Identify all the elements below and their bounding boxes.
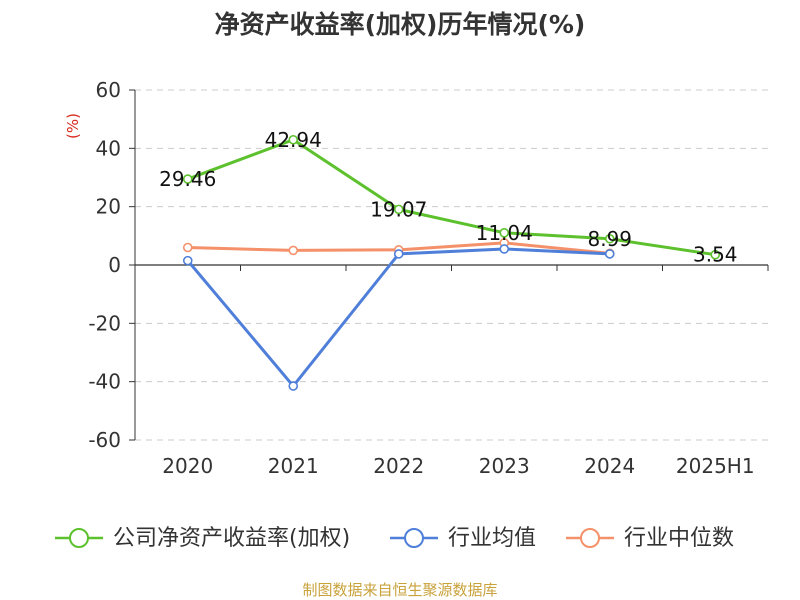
y-tick-label: 40 xyxy=(96,136,121,160)
y-axis-ticks: 60 40 20 0 -20 -40 -60 xyxy=(88,78,121,452)
y-tick-label: -60 xyxy=(88,428,121,452)
data-point xyxy=(604,233,615,244)
data-point xyxy=(393,249,404,259)
legend-marker xyxy=(404,528,424,548)
x-axis-ticks: 2020 2021 2022 2023 2024 2025H1 xyxy=(162,454,754,478)
data-label: 29.46 xyxy=(159,167,216,191)
data-point xyxy=(288,245,299,256)
data-point xyxy=(393,204,404,215)
data-label: 3.54 xyxy=(693,243,738,267)
source-note: 制图数据来自恒生聚源数据库 xyxy=(302,581,497,599)
series-layer xyxy=(182,134,721,391)
y-tick-label: 0 xyxy=(108,253,121,277)
data-point xyxy=(288,134,299,145)
y-tick-label: 20 xyxy=(96,195,121,219)
y-tick-label: 60 xyxy=(96,78,121,102)
data-point xyxy=(604,249,615,259)
legend-label: 公司净资产收益率(加权) xyxy=(113,526,350,551)
x-tick-label: 2022 xyxy=(373,454,424,478)
data-label: 11.04 xyxy=(476,221,533,245)
legend-marker xyxy=(580,528,600,548)
series-line xyxy=(186,247,610,388)
data-labels: 29.46 42.94 19.07 11.04 8.99 3.54 xyxy=(159,128,737,267)
series-line xyxy=(187,138,716,257)
data-point xyxy=(182,255,193,266)
y-tick-label: -20 xyxy=(88,311,121,335)
data-label: 8.99 xyxy=(587,227,632,251)
legend-label: 行业中位数 xyxy=(624,526,734,551)
y-tick-label: -40 xyxy=(88,370,121,394)
chart-title: 净资产收益率(加权)历年情况(%) xyxy=(215,10,586,39)
legend-label: 行业均值 xyxy=(448,526,536,551)
legend-marker xyxy=(69,528,89,548)
legend-item[interactable]: 公司净资产收益率(加权) xyxy=(55,526,350,551)
x-tick-label: 2023 xyxy=(479,454,530,478)
data-point xyxy=(288,381,299,391)
legend-item[interactable]: 行业均值 xyxy=(390,526,536,551)
x-tick-label: 2020 xyxy=(162,454,213,478)
data-point xyxy=(499,228,510,238)
data-point xyxy=(182,174,193,184)
legend-item[interactable]: 行业中位数 xyxy=(566,526,734,551)
x-tick-label: 2024 xyxy=(584,454,635,478)
data-label: 42.94 xyxy=(265,128,322,152)
legend[interactable]: 公司净资产收益率(加权) 行业均值 行业中位数 xyxy=(55,526,734,551)
x-tick-label: 2021 xyxy=(268,454,319,478)
axes xyxy=(129,89,769,441)
x-tick-label: 2025H1 xyxy=(676,454,755,478)
data-point xyxy=(182,242,193,253)
data-point xyxy=(710,249,721,260)
data-point xyxy=(499,244,510,254)
y-axis-unit-label: (%) xyxy=(64,113,82,139)
data-label: 19.07 xyxy=(370,197,427,221)
